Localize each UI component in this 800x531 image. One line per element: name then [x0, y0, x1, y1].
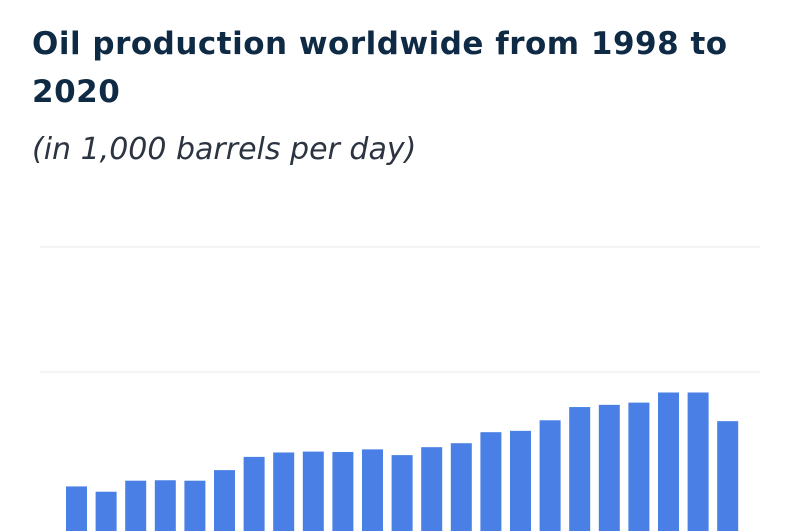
bar-2011[interactable]: [450, 443, 472, 531]
bar-1998[interactable]: [66, 486, 87, 531]
bar-2006[interactable]: [302, 451, 324, 531]
bars: [66, 392, 739, 531]
bar-chart: [40, 246, 760, 531]
bar-2015[interactable]: [569, 407, 591, 531]
bar-2019[interactable]: [687, 392, 709, 531]
chart-subtitle: (in 1,000 barrels per day): [32, 132, 417, 167]
bar-2008[interactable]: [362, 449, 383, 531]
bar-2000[interactable]: [125, 480, 147, 531]
bar-2001[interactable]: [154, 480, 176, 531]
bar-2002[interactable]: [184, 480, 206, 531]
bar-1999[interactable]: [95, 491, 117, 531]
bar-2018[interactable]: [658, 392, 679, 531]
bar-2004[interactable]: [243, 456, 265, 531]
bar-2010[interactable]: [421, 447, 443, 531]
bar-2003[interactable]: [214, 470, 235, 531]
bar-2005[interactable]: [273, 452, 295, 531]
chart-title: Oil production worldwide from 1998 to 20…: [32, 26, 728, 110]
bar-2009[interactable]: [391, 455, 413, 531]
bar-2017[interactable]: [628, 402, 650, 531]
bar-2020[interactable]: [717, 421, 739, 531]
bar-2012[interactable]: [480, 432, 502, 531]
bar-2014[interactable]: [539, 420, 561, 531]
grid-lines: [40, 246, 760, 373]
bar-2013[interactable]: [510, 430, 531, 531]
bar-2016[interactable]: [598, 404, 620, 531]
bar-2007[interactable]: [332, 452, 354, 531]
